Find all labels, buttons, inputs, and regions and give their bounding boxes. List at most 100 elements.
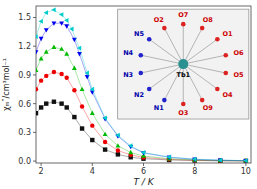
series-marker <box>65 105 69 109</box>
series-marker <box>103 132 108 136</box>
y-tick <box>33 103 36 104</box>
series-marker <box>80 104 84 108</box>
series-marker <box>64 24 69 28</box>
series-marker <box>116 148 120 152</box>
series-marker <box>243 159 248 163</box>
series-marker <box>69 27 73 32</box>
inset-bond <box>149 39 183 64</box>
chart: 2468100.00.30.60.91.21.5T / Kχₘ″/cm³mol⁻… <box>0 0 257 189</box>
series-marker <box>65 76 69 80</box>
series-marker <box>102 116 106 121</box>
y-tick <box>33 17 36 18</box>
inset-atom-label: O4 <box>222 91 233 99</box>
series-marker <box>39 105 43 109</box>
series-marker <box>52 70 56 74</box>
inset-atom-label: N5 <box>134 30 144 38</box>
x-tick-label: 6 <box>141 167 146 176</box>
inset-center-atom <box>178 59 188 69</box>
series-marker <box>72 115 76 119</box>
y-tick-label: 0.0 <box>18 157 31 166</box>
inset-atom <box>162 98 167 103</box>
inset-bond <box>164 28 183 64</box>
series-marker <box>38 19 42 24</box>
plot-frame <box>36 6 251 163</box>
inset-atom <box>181 22 186 27</box>
series-marker <box>90 138 94 142</box>
series-marker <box>64 18 68 23</box>
series-marker <box>59 46 64 50</box>
inset-atom-label: O5 <box>233 71 244 79</box>
series-marker <box>64 51 69 55</box>
series-marker <box>243 158 247 163</box>
series-marker <box>192 158 197 162</box>
inset-bond <box>183 55 225 64</box>
inset-bond <box>183 28 202 64</box>
inset-atom-label: N2 <box>134 91 144 99</box>
series-marker <box>36 68 38 72</box>
inset-atom <box>162 26 167 31</box>
plot-area <box>36 7 248 163</box>
inset-bond <box>183 64 184 104</box>
series-marker <box>243 158 248 162</box>
inset-atom <box>138 53 143 58</box>
series-marker <box>103 140 107 144</box>
series-marker <box>115 133 119 138</box>
series-marker <box>36 50 38 54</box>
y-tick-label: 1.2 <box>18 42 31 51</box>
inset-atom <box>223 71 228 76</box>
y-tick <box>33 46 36 47</box>
series-marker <box>128 150 133 154</box>
inset-atom <box>215 87 220 92</box>
series-marker <box>141 150 145 155</box>
inset-center-label: Tb1 <box>176 71 190 79</box>
series-marker <box>218 159 222 163</box>
y-tick-label: 1.5 <box>18 13 31 22</box>
y-tick <box>33 161 36 162</box>
inset-atom <box>181 102 186 107</box>
inset-atom-label: O6 <box>233 49 244 57</box>
inset-atom-label: O8 <box>203 16 214 24</box>
series-marker <box>52 45 57 49</box>
series-marker <box>77 46 81 51</box>
y-tick-label: 0.9 <box>18 71 31 80</box>
inset-atom-label: O3 <box>178 109 188 117</box>
inset-atom <box>215 37 220 42</box>
series-marker <box>51 7 55 12</box>
series-marker <box>44 49 49 53</box>
inset-atom <box>138 71 143 76</box>
x-tick <box>194 163 195 166</box>
series-marker <box>128 143 132 148</box>
series-marker <box>36 34 38 39</box>
series-marker <box>39 78 43 82</box>
series-marker <box>244 159 248 163</box>
series-marker <box>44 10 48 15</box>
inset-frame <box>118 9 249 119</box>
series-marker <box>218 158 223 162</box>
series-marker <box>39 56 44 60</box>
series-marker <box>44 101 48 105</box>
inset: O7O8O1O6O5O4O9O3N1N2N3N4N5O2Tb1 <box>118 9 249 119</box>
x-tick-label: 4 <box>90 167 95 176</box>
x-tick <box>92 163 93 166</box>
y-tick <box>33 132 36 133</box>
series-marker <box>192 157 197 161</box>
x-tick <box>245 163 246 166</box>
series-marker <box>167 156 172 160</box>
inset-atom-label: O9 <box>203 104 214 112</box>
series-marker <box>59 12 63 17</box>
series-marker <box>52 21 57 25</box>
series-marker <box>72 88 76 92</box>
inset-atom-label: O1 <box>222 30 233 38</box>
series-marker <box>192 157 196 162</box>
inset-atom <box>147 37 152 42</box>
inset-bond <box>183 64 202 100</box>
series-marker <box>116 152 120 156</box>
y-axis-label: χₘ″/cm³mol⁻¹ <box>2 58 11 111</box>
inset-atom <box>147 87 152 92</box>
series-marker <box>52 100 56 104</box>
series-marker <box>80 126 84 130</box>
series-marker <box>218 158 223 162</box>
y-tick <box>33 74 36 75</box>
series-marker <box>72 66 77 70</box>
series-marker <box>244 159 248 163</box>
